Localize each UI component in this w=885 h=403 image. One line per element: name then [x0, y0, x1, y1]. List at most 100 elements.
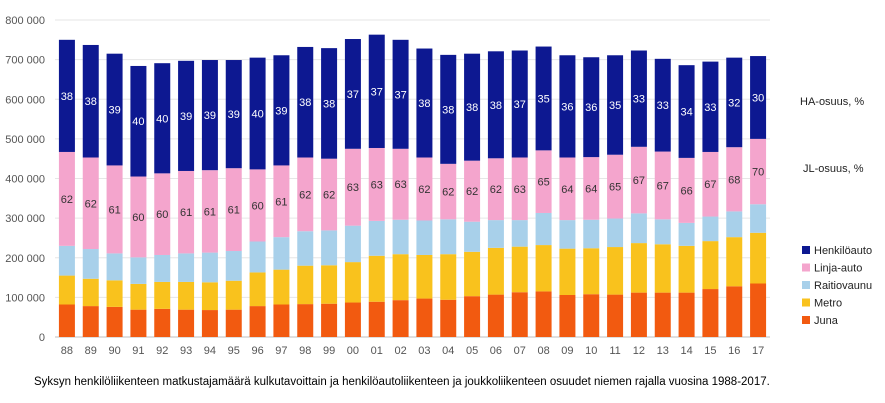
- jl-share-value: 63: [347, 182, 359, 194]
- x-tick-label: 15: [704, 345, 716, 357]
- bar-segment-linja-auto: [178, 170, 195, 254]
- ha-share-value: 38: [442, 104, 454, 116]
- bar-segment-metro: [416, 254, 433, 299]
- ha-share-value: 38: [490, 100, 502, 112]
- bar-segment-linja-auto: [82, 157, 99, 250]
- bar-segment-linja-auto: [702, 151, 719, 217]
- x-tick-label: 96: [251, 345, 263, 357]
- bar-segment-linja-auto: [630, 146, 647, 214]
- ha-share-value: 38: [85, 96, 97, 108]
- bar-segment-henkiloauto: [249, 57, 266, 170]
- bar-segment-raitiovaunu: [225, 251, 242, 281]
- bar-segment-linja-auto: [249, 169, 266, 242]
- bar-segment-linja-auto: [368, 147, 385, 221]
- bar-segment-henkiloauto: [607, 55, 624, 155]
- jl-share-value: 67: [633, 175, 645, 187]
- x-tick-label: 17: [752, 345, 764, 357]
- x-tick-label: 08: [537, 345, 549, 357]
- chart-caption: Syksyn henkilöliikenteen matkustajamäärä…: [34, 376, 770, 388]
- bar-segment-metro: [630, 243, 647, 293]
- bar-segment-linja-auto: [154, 173, 171, 255]
- x-tick-label: 98: [299, 345, 311, 357]
- jl-share-value: 62: [418, 184, 430, 196]
- jl-share-value: 61: [228, 205, 240, 217]
- bar-segment-juna: [392, 300, 409, 337]
- bar-segment-juna: [130, 309, 147, 337]
- ha-share-value: 40: [251, 109, 263, 121]
- gridlines: [55, 19, 770, 338]
- bar-segment-raitiovaunu: [583, 219, 600, 249]
- bar-segment-linja-auto: [559, 157, 576, 221]
- ha-share-value: 38: [466, 102, 478, 114]
- jl-share-value: 67: [704, 179, 716, 191]
- bar-segment-henkiloauto: [154, 63, 171, 174]
- bar-segment-linja-auto: [273, 165, 290, 238]
- bar-segment-henkiloauto: [654, 58, 671, 152]
- jl-share-value: 64: [561, 184, 573, 196]
- bar-segment-metro: [297, 265, 314, 305]
- bar-segment-raitiovaunu: [201, 252, 218, 283]
- bar-segment-raitiovaunu: [440, 219, 457, 255]
- legend-swatch: [802, 246, 810, 254]
- bar-segment-linja-auto: [297, 157, 314, 232]
- bar-segment-henkiloauto: [702, 61, 719, 152]
- bar-segment-juna: [511, 292, 528, 337]
- jl-share-value: 62: [442, 187, 454, 199]
- y-tick-label: 600 000: [5, 94, 45, 106]
- bar-segment-raitiovaunu: [630, 213, 647, 244]
- jl-share-value: 60: [251, 200, 263, 212]
- bar-segment-henkiloauto: [440, 54, 457, 164]
- bar-segment-linja-auto: [225, 168, 242, 252]
- bar-segment-juna: [535, 291, 552, 337]
- bar-segment-raitiovaunu: [321, 230, 338, 266]
- y-axis-ticks: 0 100 000 200 000 300 000 400 000 500 000 600 …: [5, 15, 45, 344]
- bar-segment-juna: [464, 296, 481, 337]
- bar-segment-metro: [58, 275, 75, 305]
- jl-share-value: 61: [180, 207, 192, 219]
- legend-swatch: [802, 298, 810, 307]
- jl-share-value: 67: [657, 180, 669, 192]
- ha-share-value: 39: [180, 111, 192, 123]
- x-tick-label: 16: [728, 345, 740, 357]
- bar-segment-henkiloauto: [225, 60, 242, 169]
- bar-segment-henkiloauto: [726, 57, 743, 148]
- x-tick-label: 00: [347, 345, 359, 357]
- bar-segment-raitiovaunu: [726, 211, 743, 238]
- jl-share-value: 62: [490, 184, 502, 196]
- bar-segment-linja-auto: [607, 154, 624, 219]
- bar-segment-juna: [630, 292, 647, 337]
- legend-label: Metro: [814, 298, 842, 310]
- ha-share-value: 36: [561, 101, 573, 113]
- bar-segment-metro: [201, 282, 218, 311]
- bar-segment-henkiloauto: [535, 46, 552, 151]
- bar-segment-juna: [82, 306, 99, 337]
- bar-segment-metro: [130, 283, 147, 310]
- ha-share-value: 37: [394, 89, 406, 101]
- bar-segment-henkiloauto: [82, 44, 99, 158]
- x-tick-label: 01: [371, 345, 383, 357]
- bar-segment-juna: [702, 289, 719, 337]
- bar-segment-metro: [178, 281, 195, 310]
- x-tick-label: 94: [204, 345, 216, 357]
- bar-segment-raitiovaunu: [58, 245, 75, 276]
- bar-segment-juna: [440, 299, 457, 337]
- bars: 38 62 38 62 39 61 40 60 40 60 39 61 39 61 39 61 40 60 39 61…: [58, 34, 767, 337]
- bar-segment-juna: [344, 302, 361, 337]
- bar-segment-henkiloauto: [273, 55, 290, 166]
- share-labels: HA-osuus, % JL-osuus, %: [800, 96, 864, 175]
- ha-share-value: 34: [680, 107, 692, 119]
- bar-segment-metro: [654, 244, 671, 293]
- bar-segment-henkiloauto: [368, 34, 385, 148]
- bar-segment-metro: [154, 281, 171, 309]
- x-tick-label: 02: [394, 345, 406, 357]
- bar-segment-metro: [535, 245, 552, 292]
- jl-share-value: 62: [85, 198, 97, 210]
- x-tick-label: 07: [514, 345, 526, 357]
- bar-segment-juna: [225, 309, 242, 337]
- y-tick-label: 800 000: [5, 15, 45, 27]
- bar-segment-linja-auto: [201, 170, 218, 253]
- bar-segment-raitiovaunu: [487, 220, 504, 248]
- bar-segment-raitiovaunu: [392, 219, 409, 255]
- jl-share-label: JL-osuus, %: [803, 163, 864, 175]
- bar-segment-metro: [678, 245, 695, 293]
